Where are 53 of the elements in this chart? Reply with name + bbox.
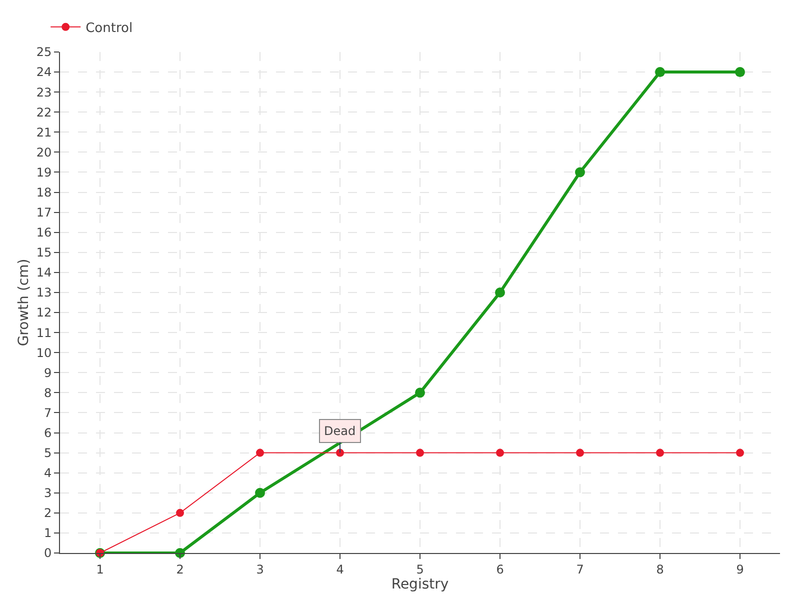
y-tick-label: 22	[36, 105, 52, 120]
y-tick-label: 12	[36, 306, 52, 320]
point	[576, 448, 584, 457]
y-axis-title: Growth (cm)	[16, 258, 32, 346]
y-tick-label: 15	[36, 246, 52, 260]
x-tick-label: 6	[496, 562, 504, 576]
x-tick-label: 8	[656, 562, 664, 576]
x-tick-label: 9	[736, 562, 744, 576]
y-tick-label: 0	[44, 546, 52, 560]
y-tick-label: 16	[36, 226, 52, 240]
y-tick-label: 14	[36, 266, 52, 280]
x-tick-label: 5	[416, 562, 424, 576]
y-tick-label: 17	[36, 206, 52, 220]
y-tick-label: 10	[36, 346, 52, 360]
y-tick-label: 4	[44, 466, 52, 480]
point	[416, 448, 424, 457]
point	[415, 388, 425, 398]
x-tick-label: 3	[256, 562, 264, 576]
y-tick-label: 9	[44, 366, 52, 380]
y-tick-label: 24	[36, 65, 52, 80]
y-tick-label: 11	[36, 326, 52, 340]
y-tick-label: 20	[36, 145, 52, 160]
y-tick-label: 8	[44, 386, 52, 400]
point	[736, 448, 744, 457]
y-tick-label: 5	[44, 446, 52, 460]
annotation: Dead	[324, 424, 356, 438]
x-tick-label: 2	[176, 562, 184, 576]
point	[575, 167, 585, 178]
y-tick-label: 7	[44, 406, 52, 420]
point	[496, 448, 504, 457]
y-tick-label: 6	[44, 426, 52, 440]
y-tick-label: 13	[36, 286, 52, 300]
x-tick-label: 1	[96, 562, 104, 576]
point	[176, 508, 184, 517]
y-tick-label: 21	[36, 125, 52, 140]
point	[336, 448, 344, 457]
y-tick-label: 18	[36, 185, 52, 200]
point	[255, 488, 265, 498]
point	[256, 448, 264, 457]
point	[495, 287, 505, 298]
point	[656, 448, 664, 457]
x-tick-label: 4	[336, 562, 344, 576]
legend-label: Control	[86, 21, 133, 36]
point	[655, 67, 665, 78]
y-tick-label: 25	[36, 45, 52, 60]
y-tick-label: 2	[44, 506, 52, 520]
y-tick-label: 1	[44, 526, 52, 540]
y-tick-label: 19	[36, 165, 52, 180]
point	[735, 67, 745, 78]
x-tick-label: 7	[576, 562, 584, 576]
y-tick-label: 3	[44, 486, 52, 500]
x-axis-title: Registry	[391, 576, 449, 592]
y-tick-label: 23	[36, 85, 52, 100]
